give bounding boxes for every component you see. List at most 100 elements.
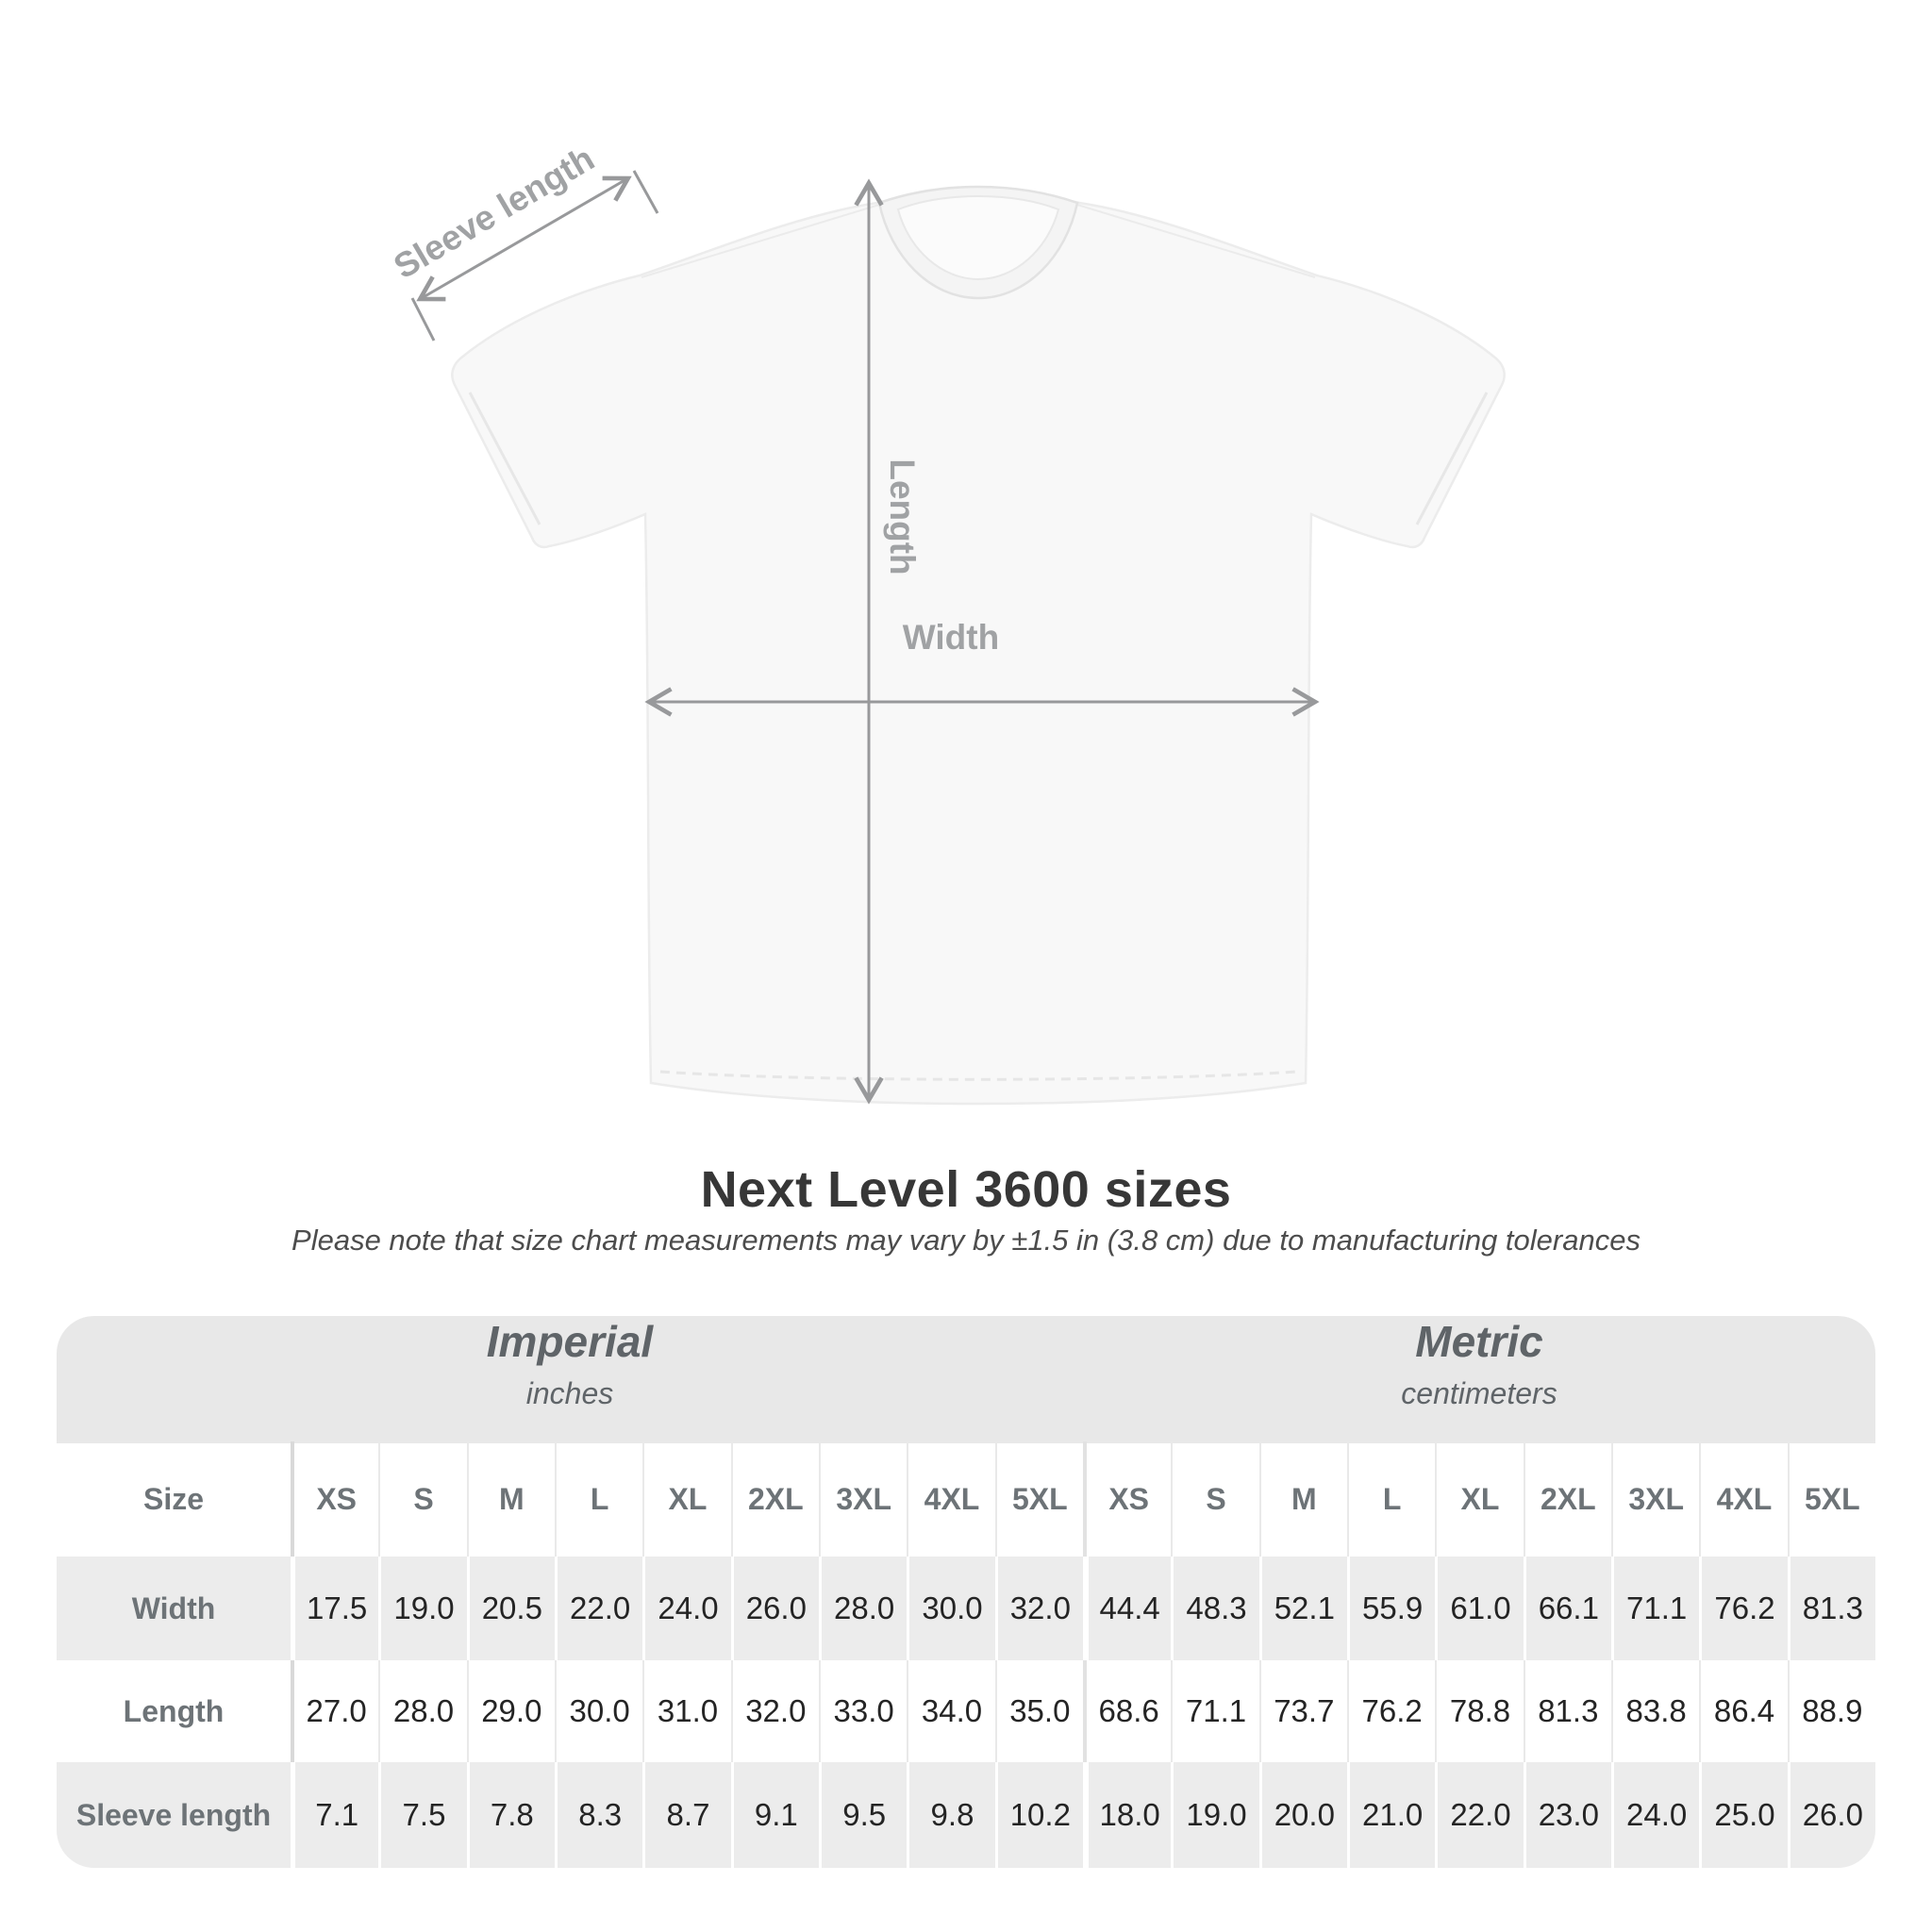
value-cell: 26.0 bbox=[730, 1557, 819, 1660]
size-header-cell: 3XL bbox=[819, 1441, 907, 1557]
value-cell: 25.0 bbox=[1699, 1762, 1788, 1868]
value-cell: 73.7 bbox=[1258, 1660, 1347, 1762]
value-cell: 20.5 bbox=[466, 1557, 555, 1660]
value-cell: 44.4 bbox=[1083, 1557, 1172, 1660]
size-header-cell: 5XL bbox=[994, 1441, 1083, 1557]
tshirt-graphic bbox=[451, 185, 1506, 1106]
value-cell: 19.0 bbox=[378, 1557, 467, 1660]
shoulder-seam-left bbox=[641, 204, 880, 278]
value-cell: 48.3 bbox=[1171, 1557, 1259, 1660]
shoulder-seam-right bbox=[1076, 204, 1316, 278]
row-label-length: Length bbox=[123, 1693, 225, 1728]
page-title: Next Level 3600 sizes bbox=[700, 1161, 1232, 1218]
value-cell: 35.0 bbox=[994, 1660, 1083, 1762]
sleeve-length-arrow bbox=[416, 175, 632, 302]
tolerance-note: Please note that size chart measurements… bbox=[291, 1224, 1641, 1257]
hem-stitch bbox=[659, 1070, 1297, 1081]
value-cell: 10.2 bbox=[994, 1762, 1083, 1868]
value-cell: 32.0 bbox=[730, 1660, 819, 1762]
metric-label: Metric bbox=[1415, 1317, 1543, 1366]
value-cell: 28.0 bbox=[378, 1660, 466, 1762]
width-label: Width bbox=[903, 618, 999, 657]
value-cell: 30.0 bbox=[555, 1660, 642, 1762]
value-cell: 34.0 bbox=[907, 1660, 994, 1762]
size-header-cell: 3XL bbox=[1611, 1441, 1699, 1557]
value-cell: 9.5 bbox=[819, 1762, 908, 1868]
value-cell: 29.0 bbox=[466, 1660, 555, 1762]
value-cell: 31.0 bbox=[642, 1660, 730, 1762]
width-row: Width 17.5 19.0 20.5 22.0 24.0 26.0 28.0… bbox=[57, 1557, 1875, 1660]
size-header-cell: XL bbox=[1435, 1441, 1523, 1557]
value-cell: 32.0 bbox=[994, 1557, 1083, 1660]
value-cell: 24.0 bbox=[642, 1557, 731, 1660]
size-header-cell: M bbox=[466, 1441, 555, 1557]
size-header-cell: XL bbox=[642, 1441, 730, 1557]
imperial-unit-label: inches bbox=[525, 1376, 614, 1410]
cuff-stitch-right bbox=[1415, 391, 1489, 525]
value-cell: 20.0 bbox=[1258, 1762, 1347, 1868]
value-cell: 66.1 bbox=[1523, 1557, 1611, 1660]
size-header-cell: XS bbox=[1083, 1441, 1171, 1557]
tshirt-body bbox=[451, 190, 1506, 1106]
measurement-annotations bbox=[410, 170, 1320, 1105]
size-header-cell: XS bbox=[291, 1441, 378, 1557]
length-row: Length 27.0 28.0 29.0 30.0 31.0 32.0 33.… bbox=[57, 1660, 1875, 1762]
unit-group-header-row: Imperial inches Metric centimeters bbox=[57, 1316, 1875, 1443]
collar-inner bbox=[896, 194, 1060, 281]
value-cell: 71.1 bbox=[1171, 1660, 1258, 1762]
value-cell: 71.1 bbox=[1611, 1557, 1700, 1660]
row-label-sleeve-length: Sleeve length bbox=[57, 1762, 291, 1868]
value-cell: 27.0 bbox=[291, 1660, 378, 1762]
imperial-label: Imperial bbox=[486, 1317, 654, 1366]
imperial-group-header: Imperial inches bbox=[57, 1316, 1083, 1443]
size-header-cell: S bbox=[1171, 1441, 1258, 1557]
value-cell: 18.0 bbox=[1083, 1762, 1172, 1868]
value-cell: 28.0 bbox=[819, 1557, 908, 1660]
value-cell: 7.1 bbox=[291, 1762, 379, 1868]
value-cell: 83.8 bbox=[1611, 1660, 1699, 1762]
size-header-cell: 2XL bbox=[1523, 1441, 1611, 1557]
size-header-cell: M bbox=[1258, 1441, 1347, 1557]
value-cell: 30.0 bbox=[907, 1557, 995, 1660]
value-cell: 8.7 bbox=[642, 1762, 731, 1868]
size-header-cell: 2XL bbox=[730, 1441, 819, 1557]
size-header-cell: S bbox=[378, 1441, 466, 1557]
value-cell: 52.1 bbox=[1258, 1557, 1347, 1660]
size-header-cell: L bbox=[555, 1441, 642, 1557]
value-cell: 86.4 bbox=[1699, 1660, 1787, 1762]
length-label: Length bbox=[883, 458, 922, 575]
value-cell: 17.5 bbox=[291, 1557, 379, 1660]
value-cell: 23.0 bbox=[1523, 1762, 1611, 1868]
size-header-row: Size XS S M L XL 2XL 3XL 4XL 5XL XS S M … bbox=[57, 1441, 1875, 1557]
size-header-cell: L bbox=[1347, 1441, 1435, 1557]
sleeve-extension-tick-right bbox=[632, 170, 659, 214]
value-cell: 26.0 bbox=[1787, 1762, 1875, 1868]
value-cell: 76.2 bbox=[1347, 1660, 1435, 1762]
value-cell: 33.0 bbox=[819, 1660, 907, 1762]
value-cell: 8.3 bbox=[555, 1762, 643, 1868]
value-cell: 78.8 bbox=[1435, 1660, 1523, 1762]
value-cell: 81.3 bbox=[1787, 1557, 1875, 1660]
tshirt-measurement-diagram: Sleeve length Length Width bbox=[387, 139, 1506, 1106]
value-cell: 68.6 bbox=[1083, 1660, 1171, 1762]
cuff-stitch-left bbox=[468, 391, 541, 525]
row-label-width: Width bbox=[57, 1557, 291, 1660]
metric-unit-label: centimeters bbox=[1401, 1376, 1557, 1410]
size-header-cell: 4XL bbox=[1699, 1441, 1787, 1557]
value-cell: 88.9 bbox=[1787, 1660, 1875, 1762]
sleeve-length-row: Sleeve length 7.1 7.5 7.8 8.3 8.7 9.1 9.… bbox=[57, 1762, 1875, 1868]
size-column-header: Size bbox=[142, 1481, 205, 1516]
size-header-cell: 4XL bbox=[907, 1441, 994, 1557]
value-cell: 7.8 bbox=[466, 1762, 555, 1868]
value-cell: 55.9 bbox=[1347, 1557, 1436, 1660]
size-header-cell: 5XL bbox=[1787, 1441, 1875, 1557]
value-cell: 61.0 bbox=[1435, 1557, 1524, 1660]
value-cell: 9.1 bbox=[730, 1762, 819, 1868]
value-cell: 22.0 bbox=[1435, 1762, 1524, 1868]
value-cell: 76.2 bbox=[1699, 1557, 1788, 1660]
value-cell: 7.5 bbox=[378, 1762, 467, 1868]
value-cell: 9.8 bbox=[907, 1762, 995, 1868]
value-cell: 81.3 bbox=[1523, 1660, 1611, 1762]
value-cell: 19.0 bbox=[1171, 1762, 1259, 1868]
